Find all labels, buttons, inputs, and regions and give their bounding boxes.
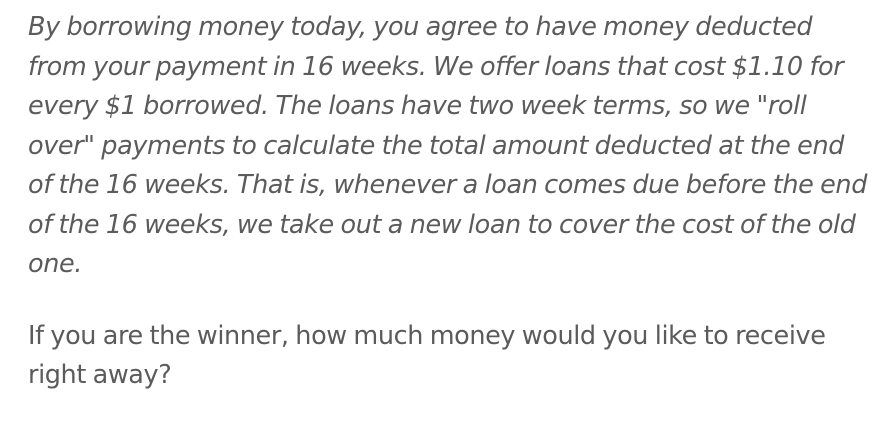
loan-terms-description: By borrowing money today, you agree to h…: [28, 12, 867, 279]
survey-question-block: By borrowing money today, you agree to h…: [28, 8, 868, 396]
question-prompt: If you are the winner, how much money wo…: [28, 320, 826, 391]
